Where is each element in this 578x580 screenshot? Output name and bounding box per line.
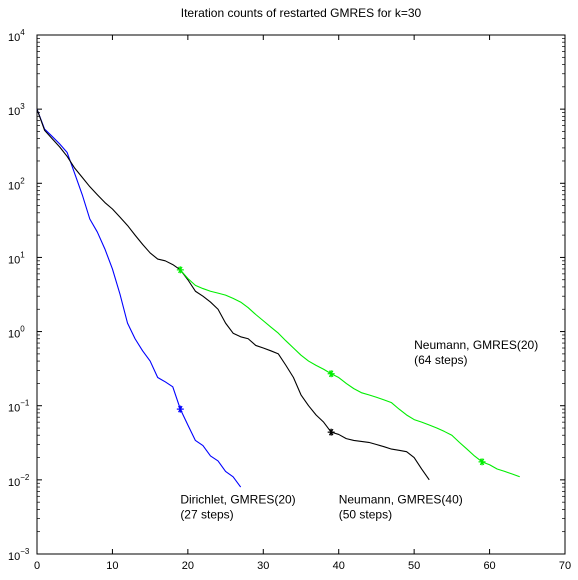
y-tick-label: 103 [8,102,25,118]
series-line-3 [180,270,519,477]
plot-frame [37,35,565,554]
series-line-1 [37,109,241,487]
y-tick-label: 10−2 [8,473,30,489]
x-tick-label: 10 [106,560,118,572]
y-tick-label: 10−3 [8,547,30,563]
x-tick-label: 40 [333,560,345,572]
y-tick-label: 104 [8,28,25,44]
series-marker [328,370,335,377]
chart-title: Iteration counts of restarted GMRES for … [181,6,422,20]
x-tick-label: 70 [559,560,571,572]
x-tick-label: 0 [34,560,40,572]
x-tick-label: 50 [408,560,420,572]
annotation-label: Neumann, GMRES(20) (64 steps) [414,338,538,367]
x-tick-label: 60 [483,560,495,572]
x-tick-label: 20 [182,560,194,572]
series-marker [177,406,184,413]
axis-ticks: 0 10 20 30 40 50 60 70 10−3 10−2 10−1 100 101 102 103 1… [8,28,571,572]
y-tick-label: 101 [8,250,25,266]
y-tick-label: 102 [8,176,25,192]
annotation-label: Neumann, GMRES(40) (50 steps) [339,492,463,521]
y-tick-label: 100 [8,325,25,341]
annotation-label: Dirichlet, GMRES(20) (27 steps) [180,492,295,521]
y-tick-label: 10−1 [8,399,30,415]
annotations: Dirichlet, GMRES(20) (27 steps) Neumann, G… [180,338,538,521]
series-layer [37,109,520,487]
x-tick-label: 30 [257,560,269,572]
series-line-2 [37,109,429,480]
